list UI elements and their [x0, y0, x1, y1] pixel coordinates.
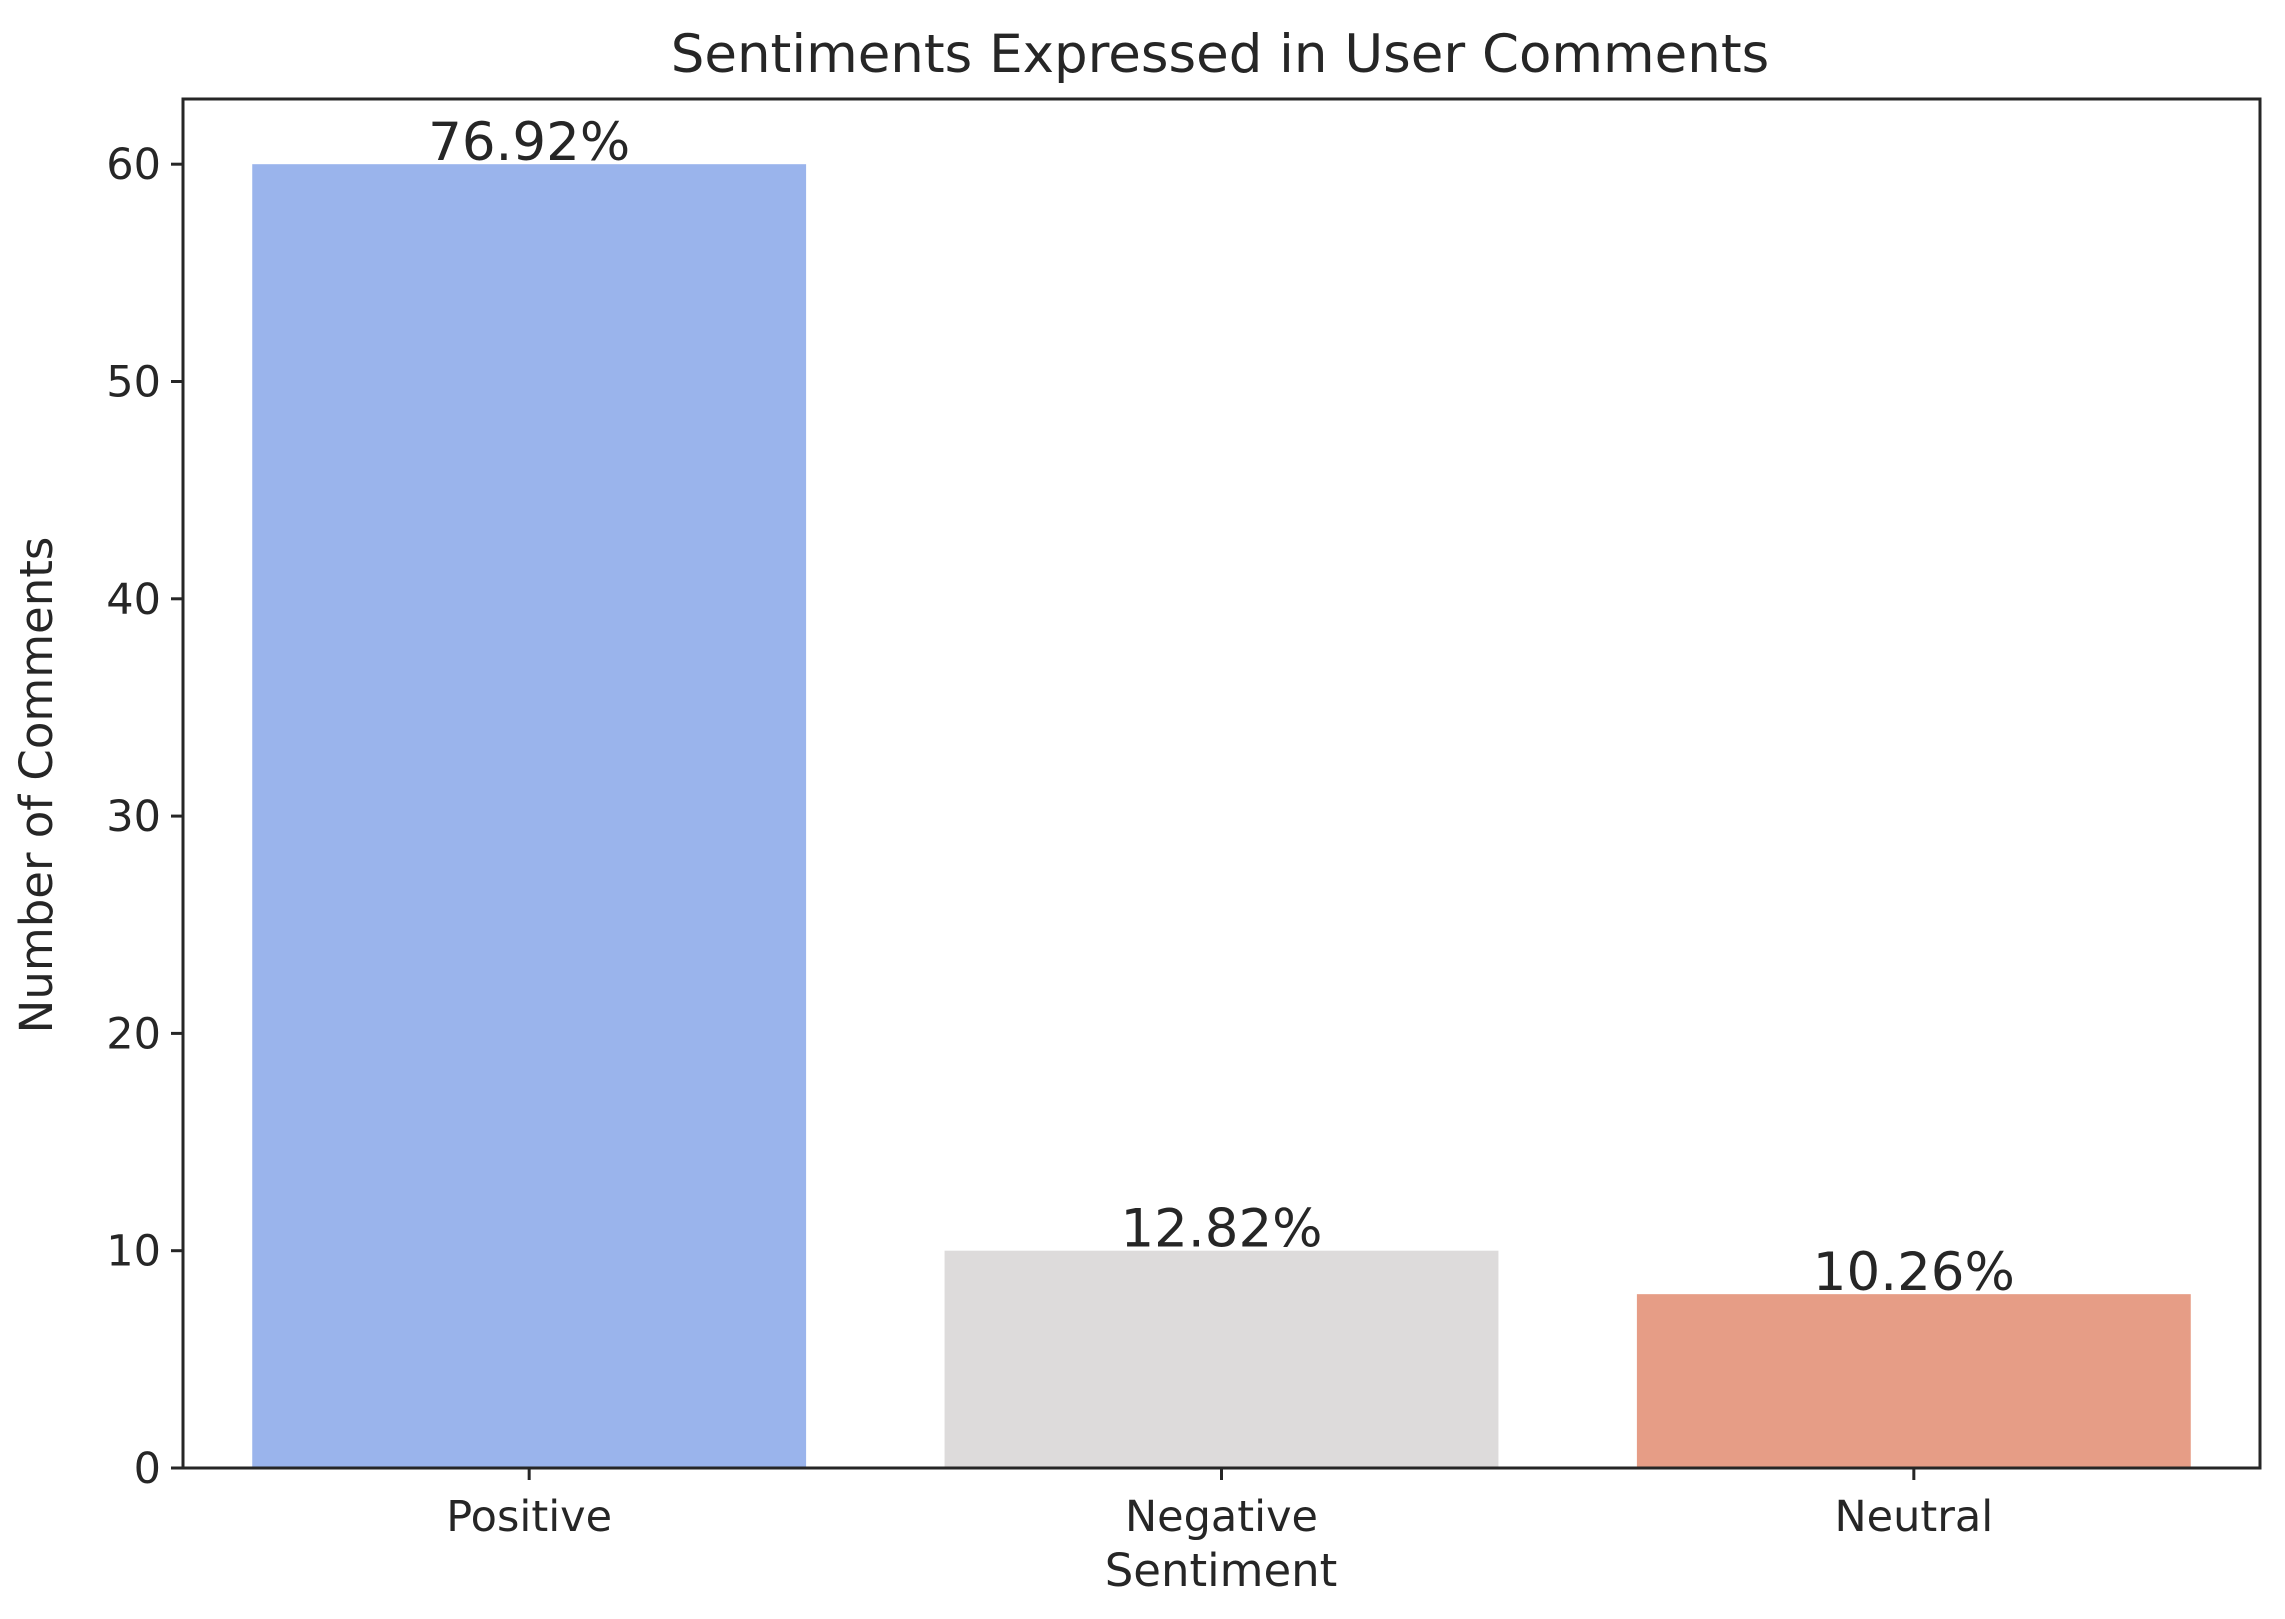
y-tick-label-0: 0 [134, 1444, 161, 1494]
chart-title: Sentiments Expressed in User Comments [671, 24, 1770, 85]
x-axis-ticks: Positive Negative Neutral [446, 1468, 1993, 1542]
y-tick-label-60: 60 [106, 140, 161, 190]
x-axis-label: Sentiment [1105, 1544, 1338, 1597]
x-tick-label-negative: Negative [1125, 1492, 1318, 1542]
y-tick-label-30: 30 [106, 792, 161, 842]
y-tick-label-20: 20 [106, 1009, 161, 1059]
x-tick-label-neutral: Neutral [1834, 1492, 1993, 1542]
bar-neutral [1636, 1294, 2191, 1468]
data-label-neutral: 10.26% [1813, 1242, 2015, 1303]
x-tick-label-positive: Positive [446, 1492, 612, 1542]
y-axis-ticks: 0 10 20 30 40 50 60 [106, 140, 183, 1494]
y-axis-label: Number of Comments [10, 537, 63, 1034]
y-tick-label-10: 10 [106, 1227, 161, 1277]
y-tick-label-50: 50 [106, 357, 161, 407]
bars-group [252, 164, 2191, 1469]
data-label-negative: 12.82% [1120, 1199, 1322, 1260]
bar-negative [944, 1250, 1499, 1468]
data-labels-group: 76.92% 12.82% 10.26% [428, 112, 2015, 1303]
data-label-positive: 76.92% [428, 112, 630, 173]
y-tick-label-40: 40 [106, 575, 161, 625]
bar-positive [252, 164, 807, 1469]
